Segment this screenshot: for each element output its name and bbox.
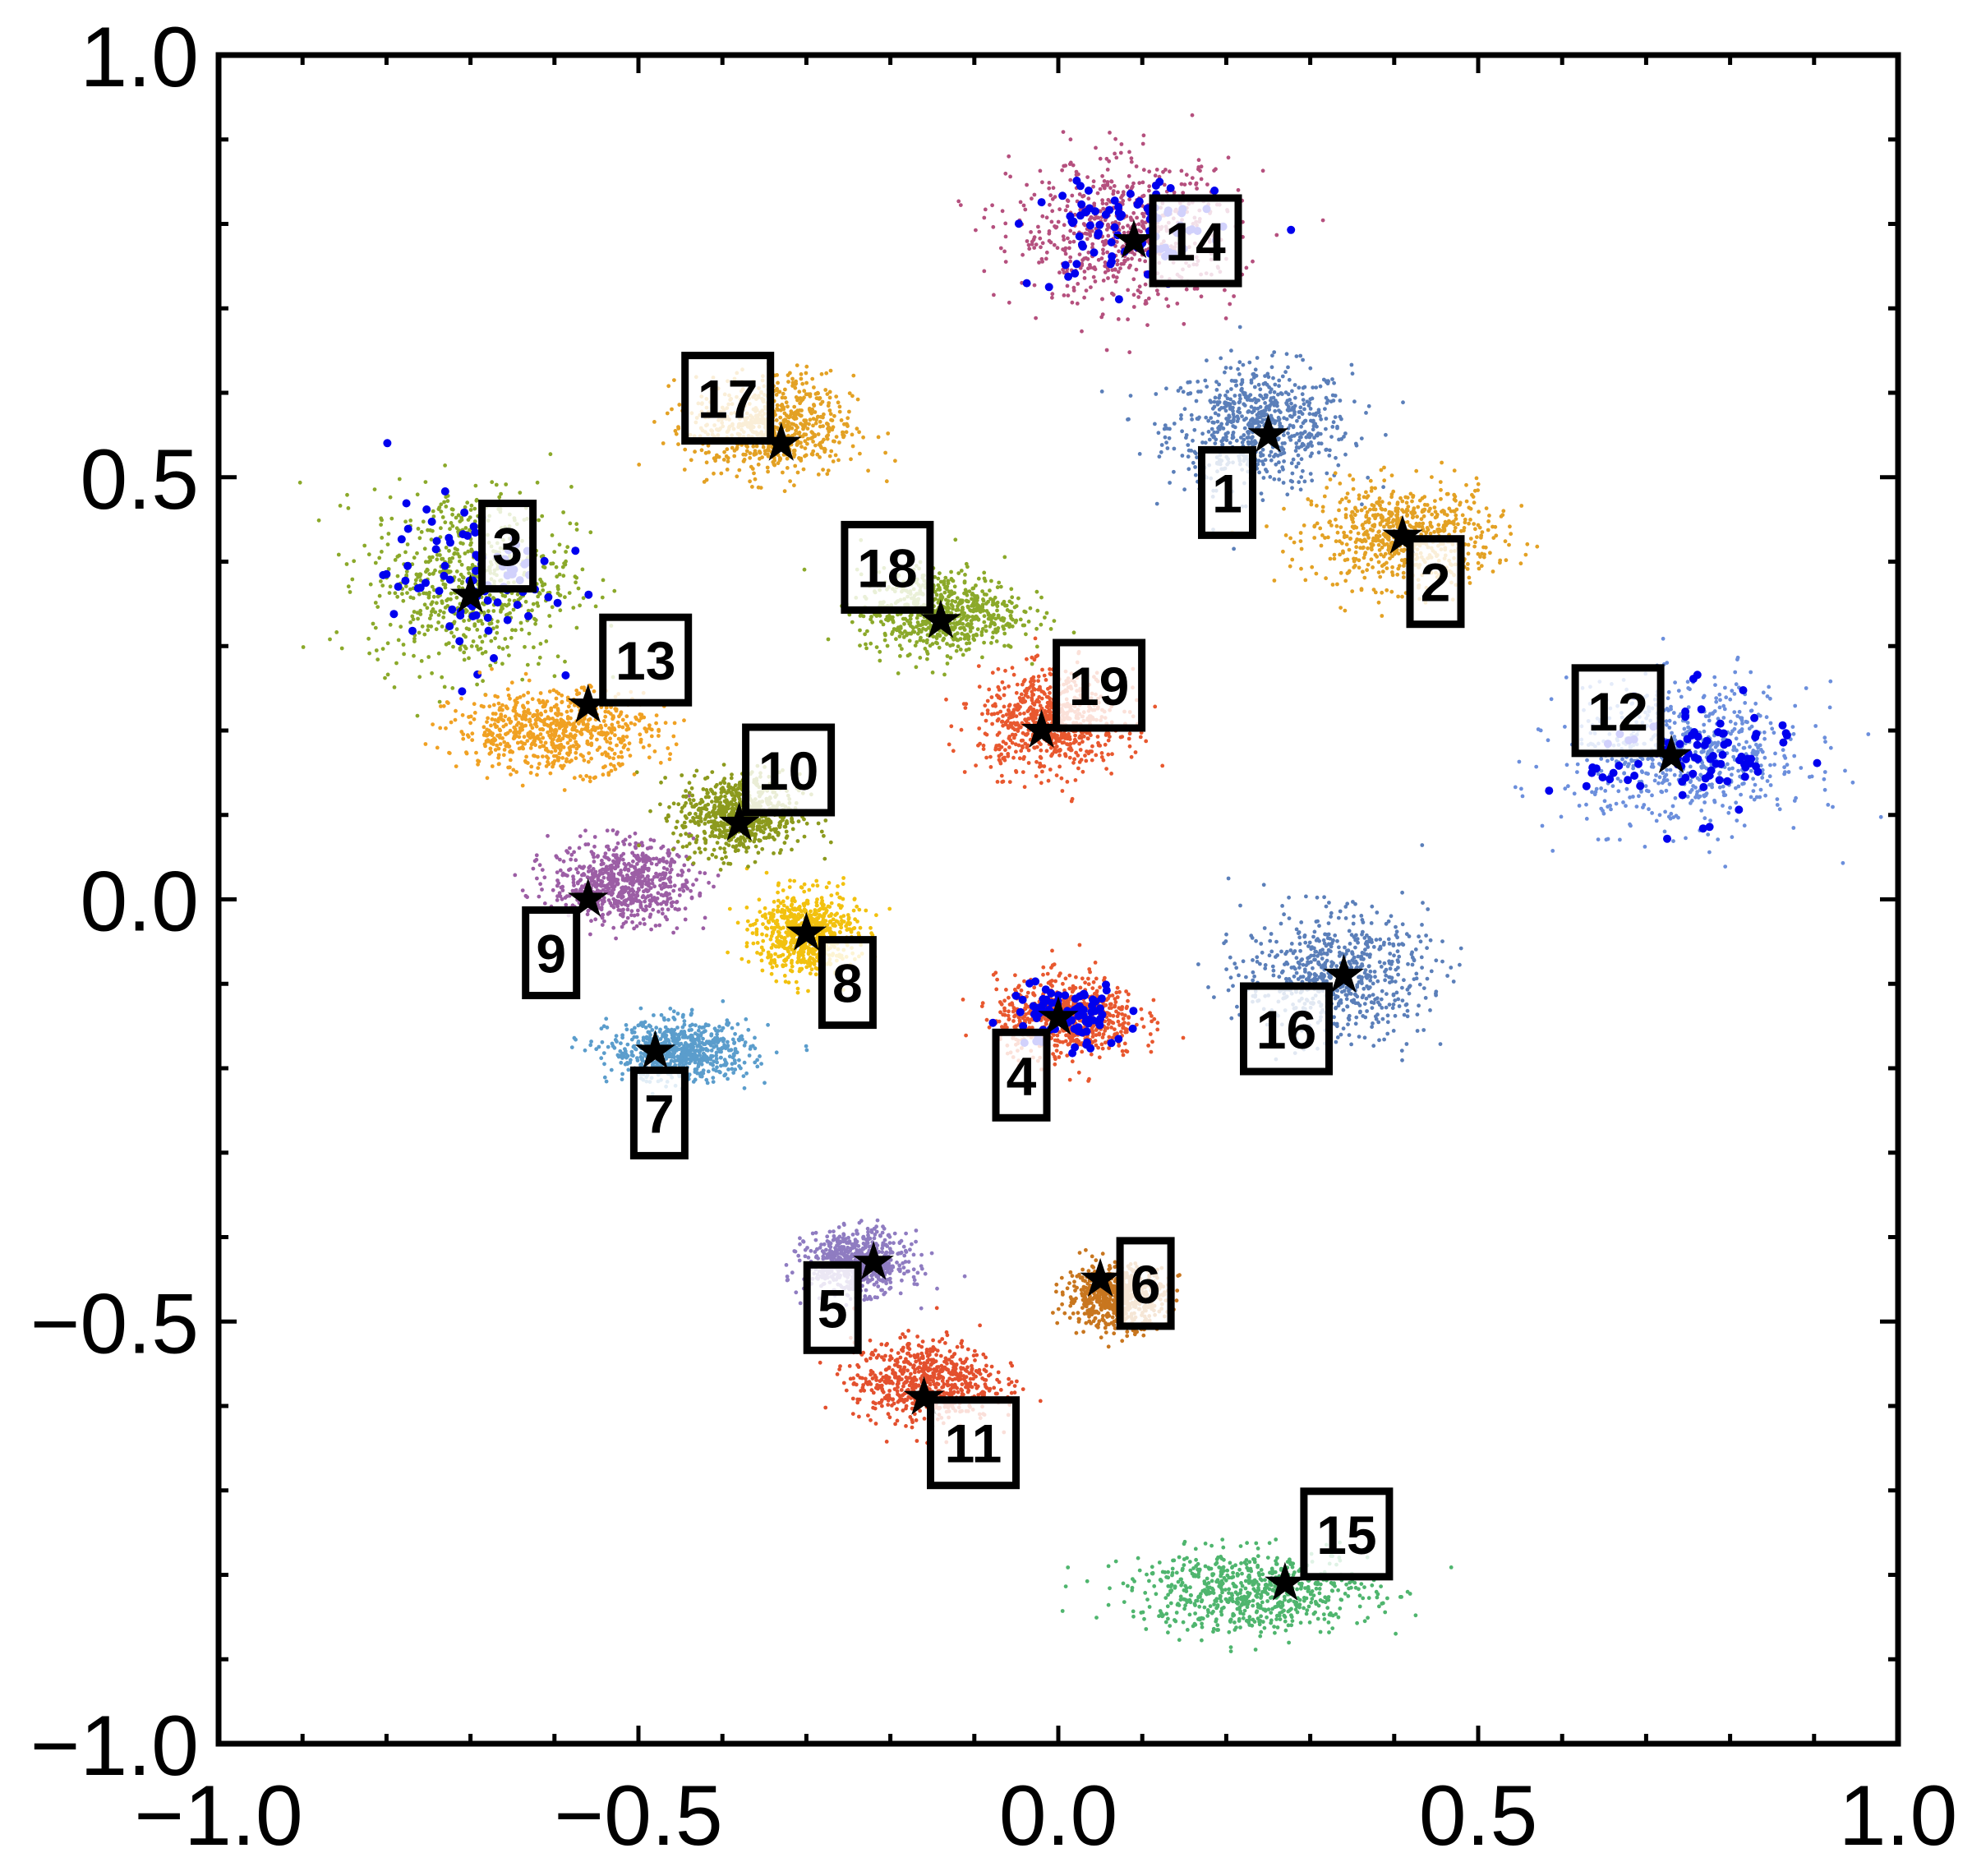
cluster-12-points (1513, 636, 1883, 869)
star-7 (634, 1030, 676, 1069)
star-2 (1382, 514, 1423, 554)
cluster-label-15: 15 (1300, 1487, 1394, 1581)
star-14 (1113, 219, 1154, 259)
cluster-label-10: 10 (742, 723, 836, 817)
star-17 (761, 422, 802, 461)
cluster-label-19: 19 (1053, 638, 1146, 732)
cluster-label-12: 12 (1571, 664, 1665, 758)
cluster-7-points (569, 999, 809, 1105)
cluster-label-8: 8 (818, 936, 877, 1030)
cluster-label-6: 6 (1116, 1237, 1175, 1330)
cluster-14-points (956, 113, 1325, 355)
star-10 (718, 802, 760, 841)
star-6 (1080, 1257, 1121, 1297)
y-tick-label: 1.0 (80, 10, 199, 105)
cluster-label-14: 14 (1149, 194, 1242, 288)
plot-frame (215, 52, 1901, 1747)
scatter-points (297, 113, 1883, 1653)
cluster-label-3: 3 (478, 500, 537, 593)
y-tick-label: 0.5 (80, 432, 199, 528)
axis-ticks (216, 53, 1901, 1746)
axis-tick-labels: −1.0−1.0 −0.5 −0.5 0.0 0.0 0.5 0.5 1.0 1.0 (30, 10, 1958, 1864)
cluster-label-4: 4 (992, 1028, 1051, 1122)
y-tick-label: −1.0 (30, 1699, 199, 1794)
x-tick-label: 0.0 (999, 1768, 1118, 1864)
star-11 (903, 1376, 945, 1415)
cluster-3-points (297, 439, 617, 718)
star-3 (449, 574, 491, 613)
cluster-label-11: 11 (927, 1396, 1020, 1490)
cluster-2-points (1230, 460, 1540, 618)
star-18 (920, 599, 961, 638)
cluster-label-7: 7 (629, 1066, 689, 1159)
cluster-9-points (513, 793, 721, 941)
star-1 (1247, 413, 1289, 453)
cluster-label-17: 17 (681, 352, 775, 445)
cluster-label-13: 13 (599, 613, 693, 707)
x-tick-label: 1.0 (1839, 1768, 1958, 1864)
cluster-13-points (423, 666, 686, 792)
cluster-label-1: 1 (1198, 445, 1256, 539)
star-9 (568, 878, 609, 917)
y-tick-label: 0.0 (80, 855, 199, 950)
star-13 (568, 684, 609, 723)
star-8 (786, 911, 827, 951)
star-19 (1021, 709, 1062, 748)
star-12 (1651, 734, 1692, 773)
x-tick-label: −1.0 (134, 1768, 302, 1864)
x-tick-label: 0.5 (1419, 1768, 1538, 1864)
y-tick-label: −0.5 (30, 1276, 199, 1371)
star-16 (1323, 954, 1365, 993)
cluster-15-points (1060, 1537, 1454, 1653)
star-4 (1038, 996, 1079, 1035)
cluster-label-18: 18 (841, 520, 934, 614)
centroid-stars (449, 219, 1692, 1601)
cluster-label-9: 9 (522, 906, 581, 999)
star-5 (853, 1241, 894, 1280)
x-tick-label: −0.5 (554, 1768, 722, 1864)
cluster-label-5: 5 (803, 1261, 862, 1354)
cluster-label-16: 16 (1240, 982, 1333, 1076)
cluster-label-2: 2 (1406, 535, 1465, 629)
star-15 (1265, 1561, 1306, 1601)
